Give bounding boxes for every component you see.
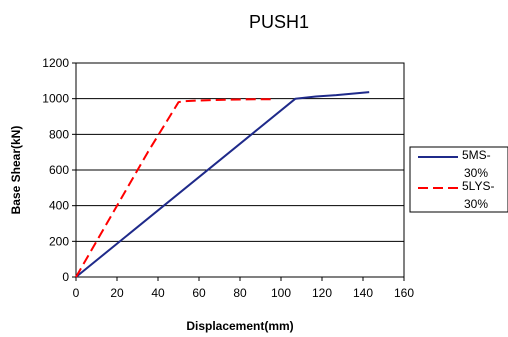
series-line-2 — [75, 98, 271, 278]
x-tick-label: 0 — [73, 286, 80, 300]
x-tick-label: 40 — [151, 286, 165, 300]
x-tick-label: 120 — [312, 286, 332, 300]
y-tick-label: 200 — [49, 234, 69, 248]
series-line-1 — [75, 91, 370, 278]
y-tick-label: 600 — [49, 163, 69, 177]
y-tick-label: 1200 — [42, 56, 69, 70]
y-tick-label: 1000 — [42, 92, 69, 106]
x-tick-label: 140 — [353, 286, 373, 300]
y-tick-label: 800 — [49, 127, 69, 141]
x-tick-label: 60 — [192, 286, 206, 300]
legend: 5MS-30%5LYS-30% — [409, 146, 508, 213]
legend-label-1: 30% — [464, 166, 488, 180]
x-tick-label: 80 — [233, 286, 247, 300]
y-axis-label: Base Shear(kN) — [9, 126, 23, 215]
series-group — [75, 91, 370, 278]
y-tick-label: 400 — [49, 199, 69, 213]
legend-label-1: 5MS- — [462, 148, 491, 162]
legend-label-2: 5LYS- — [462, 179, 494, 193]
x-tick-label: 20 — [110, 286, 124, 300]
gridlines — [76, 62, 404, 278]
x-axis: 0 20 40 60 80 100 120 140 160 — [73, 277, 414, 300]
y-axis: 0 200 400 600 800 1000 1200 — [42, 56, 76, 284]
chart-title: PUSH1 — [249, 12, 309, 32]
x-tick-label: 160 — [394, 286, 414, 300]
legend-label-2: 30% — [464, 197, 488, 211]
x-tick-label: 100 — [271, 286, 291, 300]
y-tick-label: 0 — [62, 270, 69, 284]
x-axis-label: Displacement(mm) — [186, 319, 293, 333]
